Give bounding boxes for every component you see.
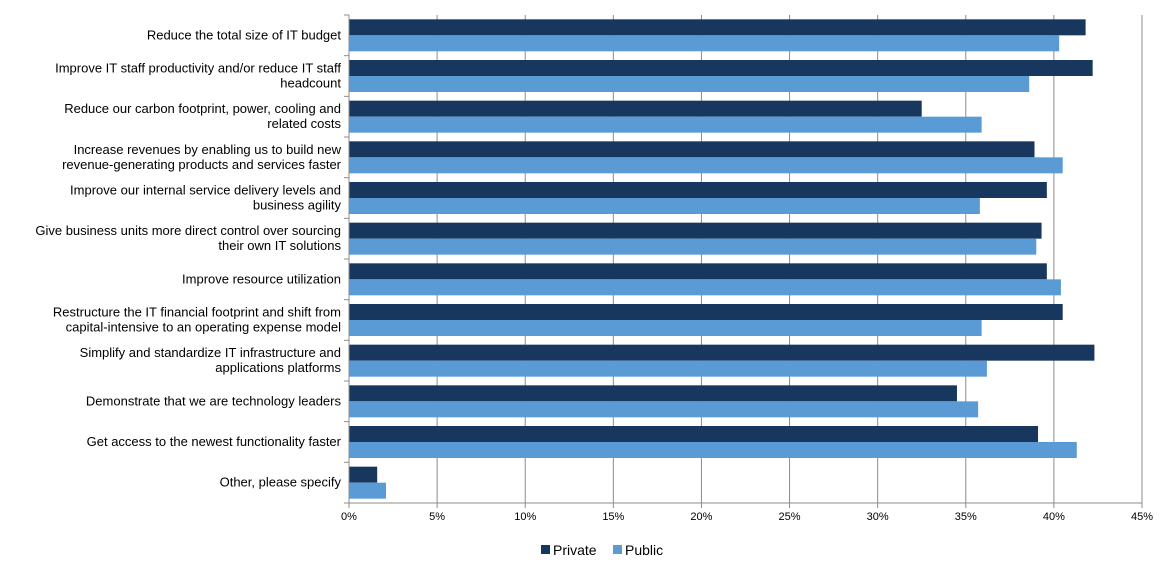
category-label-line: Improve resource utilization	[182, 271, 341, 286]
bar-private	[349, 222, 1042, 239]
category-label: Reduce the total size of IT budget	[147, 27, 342, 42]
bar-public	[349, 116, 982, 133]
grid-layer	[436, 15, 1143, 503]
category-label-line: business agility	[253, 198, 342, 213]
legend: Private Public	[541, 542, 663, 558]
category-label: Improve resource utilization	[182, 271, 341, 286]
category-label-line: related costs	[267, 116, 341, 131]
x-tick-label: 15%	[602, 511, 624, 523]
category-label-line: Give business units more direct control …	[35, 223, 341, 238]
category-label: Restructure the IT financial footprint a…	[53, 305, 341, 335]
bar-public	[349, 360, 987, 377]
axis-layer	[344, 14, 1143, 508]
x-tick-label: 35%	[955, 511, 977, 523]
legend-label-private: Private	[553, 542, 597, 558]
bar-private	[349, 60, 1093, 76]
bar-public	[349, 401, 979, 418]
category-label-line: Demonstrate that we are technology leade…	[86, 393, 342, 408]
x-tick-labels: 0% 5% 10% 15% 20% 25% 30% 35% 40% 45%	[341, 511, 1153, 523]
legend-swatch-public	[613, 545, 622, 554]
bar-private	[349, 426, 1039, 442]
bar-public	[349, 442, 1077, 458]
category-label: Increase revenues by enabling us to buil…	[62, 142, 342, 172]
category-label-line: applications platforms	[215, 360, 341, 375]
x-tick-label: 10%	[514, 511, 536, 523]
category-labels: Reduce the total size of IT budget Improv…	[35, 27, 341, 489]
bar-public	[349, 157, 1063, 174]
legend-swatch-private	[541, 545, 550, 554]
bar-private	[349, 182, 1047, 198]
category-label-line: Simplify and standardize IT infrastructu…	[80, 345, 341, 360]
x-tick-label: 45%	[1131, 511, 1153, 523]
category-label-line: revenue-generating products and services…	[62, 157, 342, 172]
bar-public	[349, 279, 1061, 296]
category-label-line: headcount	[280, 76, 341, 91]
bar-private	[349, 385, 957, 402]
bar-public	[349, 238, 1037, 255]
category-label: Reduce our carbon footprint, power, cool…	[64, 101, 341, 131]
category-label-line: Get access to the newest functionality f…	[87, 434, 342, 449]
bar-private	[349, 344, 1095, 361]
category-label-line: capital-intensive to an operating expens…	[66, 320, 341, 335]
bar-public	[349, 320, 982, 336]
category-label-line: their own IT solutions	[218, 238, 341, 253]
x-tick-label: 25%	[779, 511, 801, 523]
category-label-line: Improve IT staff productivity and/or red…	[55, 61, 341, 76]
category-label: Other, please specify	[220, 475, 342, 490]
x-tick-label: 0%	[341, 511, 357, 523]
bar-private	[349, 141, 1035, 158]
bar-private	[349, 466, 378, 483]
category-label: Demonstrate that we are technology leade…	[86, 393, 342, 408]
bar-private	[349, 19, 1086, 36]
category-label-line: Reduce our carbon footprint, power, cool…	[64, 101, 341, 116]
x-tick-label: 5%	[429, 511, 445, 523]
category-label-line: Reduce the total size of IT budget	[147, 27, 342, 42]
bar-private	[349, 304, 1063, 320]
bar-public	[349, 76, 1030, 92]
bars-layer	[349, 19, 1095, 499]
bar-public	[349, 198, 980, 214]
category-label-line: Other, please specify	[220, 475, 342, 490]
bar-private	[349, 263, 1047, 280]
category-label-line: Improve our internal service delivery le…	[70, 183, 341, 198]
category-label-line: Restructure the IT financial footprint a…	[53, 305, 341, 320]
bar-public	[349, 35, 1060, 52]
category-label-line: Increase revenues by enabling us to buil…	[74, 142, 342, 157]
category-label: Improve our internal service delivery le…	[70, 183, 341, 213]
legend-label-public: Public	[625, 542, 663, 558]
x-tick-label: 40%	[1043, 511, 1065, 523]
x-tick-label: 20%	[690, 511, 712, 523]
category-label: Simplify and standardize IT infrastructu…	[80, 345, 342, 375]
category-label: Give business units more direct control …	[35, 223, 341, 253]
bar-private	[349, 100, 922, 117]
bar-public	[349, 482, 387, 499]
category-label: Improve IT staff productivity and/or red…	[55, 61, 341, 91]
category-label: Get access to the newest functionality f…	[87, 434, 342, 449]
x-tick-label: 30%	[867, 511, 889, 523]
